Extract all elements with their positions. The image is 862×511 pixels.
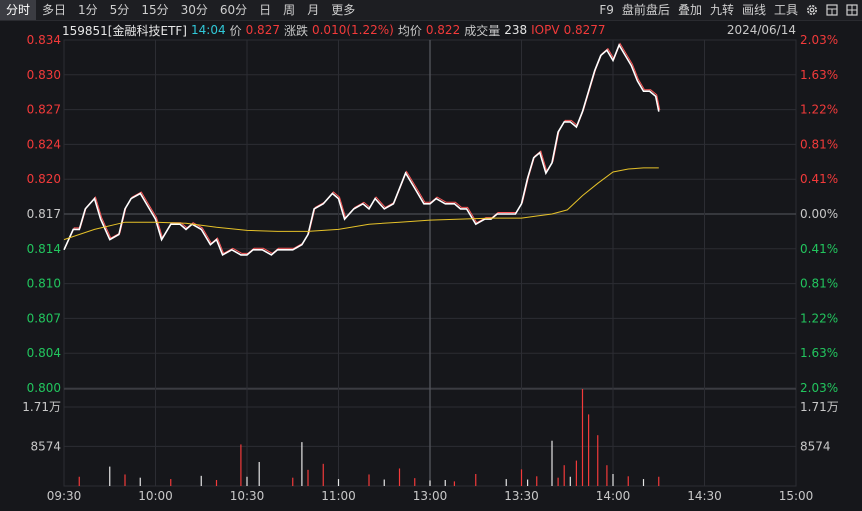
tool-f9[interactable]: F9 <box>599 3 614 17</box>
time-tick-label: 10:00 <box>138 489 173 503</box>
tab-4[interactable]: 15分 <box>141 3 169 17</box>
pct-tick-label: 0.41% <box>800 242 838 256</box>
tab-2[interactable]: 1分 <box>78 3 98 17</box>
pct-tick-label: 1.63% <box>800 68 838 82</box>
iopv-value: 0.8277 <box>563 23 606 37</box>
iopv-label: IOPV <box>531 23 560 37</box>
tab-1[interactable]: 多日 <box>42 3 67 17</box>
tab-0[interactable]: 分时 <box>0 0 37 20</box>
volume-label: 成交量 <box>464 23 501 38</box>
time-tick-label: 14:00 <box>596 489 631 503</box>
tab-10[interactable]: 更多 <box>331 3 356 17</box>
pct-tick-label: 0.00% <box>800 207 838 221</box>
time-tick-label: 15:00 <box>779 489 814 503</box>
change-value: 0.010(1.22%) <box>311 23 394 37</box>
volume-tick-label: 8574 <box>30 439 61 453</box>
period-tabs: 分时 多日 1分 5分 15分 30分 60分日周月更多 <box>0 0 361 20</box>
pct-tick-label: 2.03% <box>800 381 838 395</box>
volume-tick-label-right: 1.71万 <box>800 400 839 414</box>
cursor-time: 14:04 <box>191 23 226 37</box>
gear-icon[interactable] <box>802 0 822 20</box>
time-tick-label: 13:00 <box>413 489 448 503</box>
price-tick-label: 0.830 <box>27 68 61 82</box>
price-label: 价 <box>229 23 242 38</box>
price-tick-label: 0.810 <box>27 277 61 291</box>
price-tick-label: 0.824 <box>27 137 61 151</box>
pct-tick-label: 0.41% <box>800 172 838 186</box>
tab-9[interactable]: 月 <box>307 3 320 17</box>
price-tick-label: 0.817 <box>27 207 61 221</box>
time-tick-label: 11:00 <box>321 489 356 503</box>
price-tick-label: 0.820 <box>27 172 61 186</box>
price-line <box>63 43 660 257</box>
split-view-icon[interactable] <box>842 0 862 20</box>
pct-tick-label: 1.22% <box>800 103 838 117</box>
quote-info-bar: 159851[金融科技ETF] 14:04 价 0.827 涨跌 0.010(1… <box>62 21 862 39</box>
tool-nine-turn[interactable]: 九转 <box>709 3 734 17</box>
tab-8[interactable]: 周 <box>283 3 296 17</box>
price-tick-label: 0.814 <box>27 242 61 256</box>
price-tick-label: 0.800 <box>27 381 61 395</box>
tool-pre-post-market[interactable]: 盘前盘后 <box>621 3 670 17</box>
pct-tick-label: 0.81% <box>800 277 838 291</box>
tool-tools[interactable]: 工具 <box>773 3 798 17</box>
time-tick-label: 14:30 <box>687 489 722 503</box>
security-code: 159851[金融科技ETF] <box>62 23 187 38</box>
avg-value: 0.822 <box>425 23 461 37</box>
pct-tick-label: 1.63% <box>800 346 838 360</box>
trade-date: 2024/06/14 <box>726 23 796 37</box>
price-tick-label: 0.827 <box>27 103 61 117</box>
volume-tick-label: 1.71万 <box>22 400 61 414</box>
price-value: 0.827 <box>245 23 280 37</box>
pct-tick-label: 2.03% <box>800 33 838 47</box>
volume-tick-label-right: 8574 <box>800 439 831 453</box>
pct-tick-label: 1.22% <box>800 311 838 325</box>
toolbar: 分时 多日 1分 5分 15分 30分 60分日周月更多 F9 盘前盘后 叠加 九转 画线 … <box>0 0 862 21</box>
tool-overlay[interactable]: 叠加 <box>677 3 702 17</box>
tab-5[interactable]: 30分 <box>180 3 208 17</box>
tab-7[interactable]: 日 <box>259 3 272 17</box>
window-icon[interactable] <box>822 0 842 20</box>
average-price-line <box>63 167 659 241</box>
change-label: 涨跌 <box>283 23 308 38</box>
volume-value: 238 <box>504 23 528 37</box>
tab-3[interactable]: 5分 <box>109 3 130 17</box>
tool-draw-line[interactable]: 画线 <box>741 3 766 17</box>
avg-label: 均价 <box>397 23 422 38</box>
pct-tick-label: 0.81% <box>800 137 838 151</box>
time-tick-label: 13:30 <box>504 489 539 503</box>
tool-buttons: F9 盘前盘后 叠加 九转 画线 工具 <box>595 0 862 20</box>
time-tick-label: 09:30 <box>47 489 82 503</box>
price-tick-label: 0.834 <box>27 33 61 47</box>
price-tick-label: 0.807 <box>27 311 61 325</box>
price-tick-label: 0.804 <box>27 346 61 360</box>
time-tick-label: 10:30 <box>230 489 265 503</box>
tab-6[interactable]: 60分 <box>219 3 248 17</box>
